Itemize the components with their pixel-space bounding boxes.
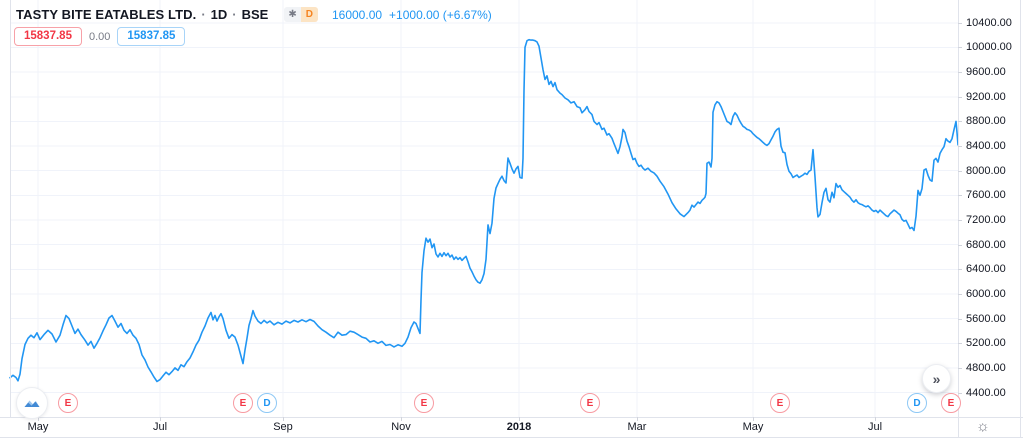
separator-dot: ·: [201, 7, 206, 22]
price-axis-tick: [958, 72, 962, 74]
time-axis-label: Mar: [627, 421, 647, 433]
sell-price-button[interactable]: 15837.85: [14, 27, 82, 46]
price-axis-label: 10400.00: [966, 16, 1012, 29]
price-axis-label: 7200.00: [966, 214, 1006, 226]
price-axis-tick: [958, 195, 962, 197]
earnings-marker[interactable]: E: [58, 393, 78, 413]
price-axis-label: 4800.00: [966, 361, 1006, 374]
time-axis-tick: [38, 417, 39, 421]
price-axis-tick: [958, 96, 962, 98]
time-axis-tick: [753, 417, 754, 421]
price-axis-label: 8400.00: [966, 140, 1006, 153]
price-axis-label: 6000.00: [966, 287, 1006, 300]
exchange-label[interactable]: BSE: [241, 7, 269, 22]
time-axis-label: Jul: [152, 421, 168, 433]
symbol-name[interactable]: TASTY BITE EATABLES LTD.: [16, 7, 197, 22]
price-axis-tick: [958, 220, 962, 221]
price-axis-label: 10000.00: [966, 41, 1012, 54]
buy-price-button[interactable]: 15837.85: [117, 27, 186, 46]
price-axis-tick: [958, 367, 962, 369]
price-axis-tick: [958, 170, 962, 172]
price-axis-border: [958, 0, 959, 438]
time-axis-tick: [875, 417, 876, 421]
time-axis-label: 2018: [506, 421, 532, 433]
asterisk-icon: ✱: [284, 7, 301, 22]
trade-buttons: 15837.85 0.00 15837.85: [14, 27, 186, 46]
price-axis-label: 9200.00: [966, 90, 1006, 103]
double-chevron-right-icon: »: [932, 370, 941, 387]
price-change-value: +1000.00 (+6.67%): [389, 7, 492, 22]
price-axis-label: 9600.00: [966, 66, 1006, 79]
price-axis-label: 6400.00: [966, 263, 1006, 276]
price-axis-tick: [958, 392, 962, 394]
price-axis-tick: [958, 318, 962, 320]
price-axis-tick: [958, 22, 962, 24]
time-axis-tick: [283, 417, 284, 421]
logo-button[interactable]: [16, 387, 48, 419]
price-axis-tick: [958, 269, 962, 271]
price-axis-tick: [958, 343, 962, 345]
symbol-header: TASTY BITE EATABLES LTD. · 1D · BSE ✱ D …: [16, 7, 492, 22]
vertical-gridlines: [37, 0, 876, 417]
time-axis-label: May: [27, 421, 49, 433]
price-axis-tick: [958, 47, 962, 49]
time-axis-tick: [401, 417, 402, 421]
price-axis-label: 8000.00: [966, 164, 1006, 177]
horizontal-gridlines: [10, 22, 958, 394]
time-axis-border: [0, 417, 1023, 418]
price-axis-tick: [958, 121, 962, 123]
quote-values: 16000.00 +1000.00 (+6.67%): [332, 8, 492, 22]
delayed-data-icon: D: [300, 7, 318, 22]
time-axis-label: Sep: [273, 421, 293, 433]
price-axis-label: 5600.00: [966, 312, 1006, 325]
separator-dot: ·: [232, 7, 237, 22]
interval-label[interactable]: 1D: [210, 7, 228, 22]
price-axis-tick: [958, 146, 962, 148]
axis-settings-gear-icon[interactable]: ☼: [976, 418, 990, 435]
price-axis-tick: [958, 244, 962, 246]
time-axis-tick: [519, 417, 520, 421]
scroll-to-latest-button[interactable]: »: [922, 364, 951, 393]
dividend-marker[interactable]: D: [907, 393, 927, 413]
price-axis-tick: [958, 293, 962, 295]
time-axis-label: Nov: [391, 421, 411, 433]
dividend-marker[interactable]: D: [257, 393, 277, 413]
earnings-marker[interactable]: E: [941, 393, 961, 413]
right-edge-border: [1020, 0, 1021, 438]
price-axis-label: 7600.00: [966, 189, 1006, 202]
earnings-marker[interactable]: E: [414, 393, 434, 413]
mountains-icon: [24, 400, 40, 407]
earnings-marker[interactable]: E: [580, 393, 600, 413]
time-axis-tick: [637, 417, 638, 421]
earnings-marker[interactable]: E: [770, 393, 790, 413]
price-axis-label: 4400.00: [966, 386, 1006, 399]
price-axis-label: 6800.00: [966, 238, 1006, 251]
earnings-marker[interactable]: E: [233, 393, 253, 413]
left-pane-border: [10, 0, 11, 417]
data-flag-badge[interactable]: ✱ D: [284, 7, 318, 22]
price-axis-label: 8800.00: [966, 115, 1006, 128]
spread-value: 0.00: [88, 30, 111, 43]
time-axis-tick: [160, 417, 161, 421]
price-line-series: [9, 38, 959, 383]
price-axis-label: 5200.00: [966, 337, 1006, 350]
time-axis-label: May: [742, 421, 764, 433]
last-price-value: 16000.00: [331, 7, 383, 22]
time-axis-label: Jul: [867, 421, 883, 433]
